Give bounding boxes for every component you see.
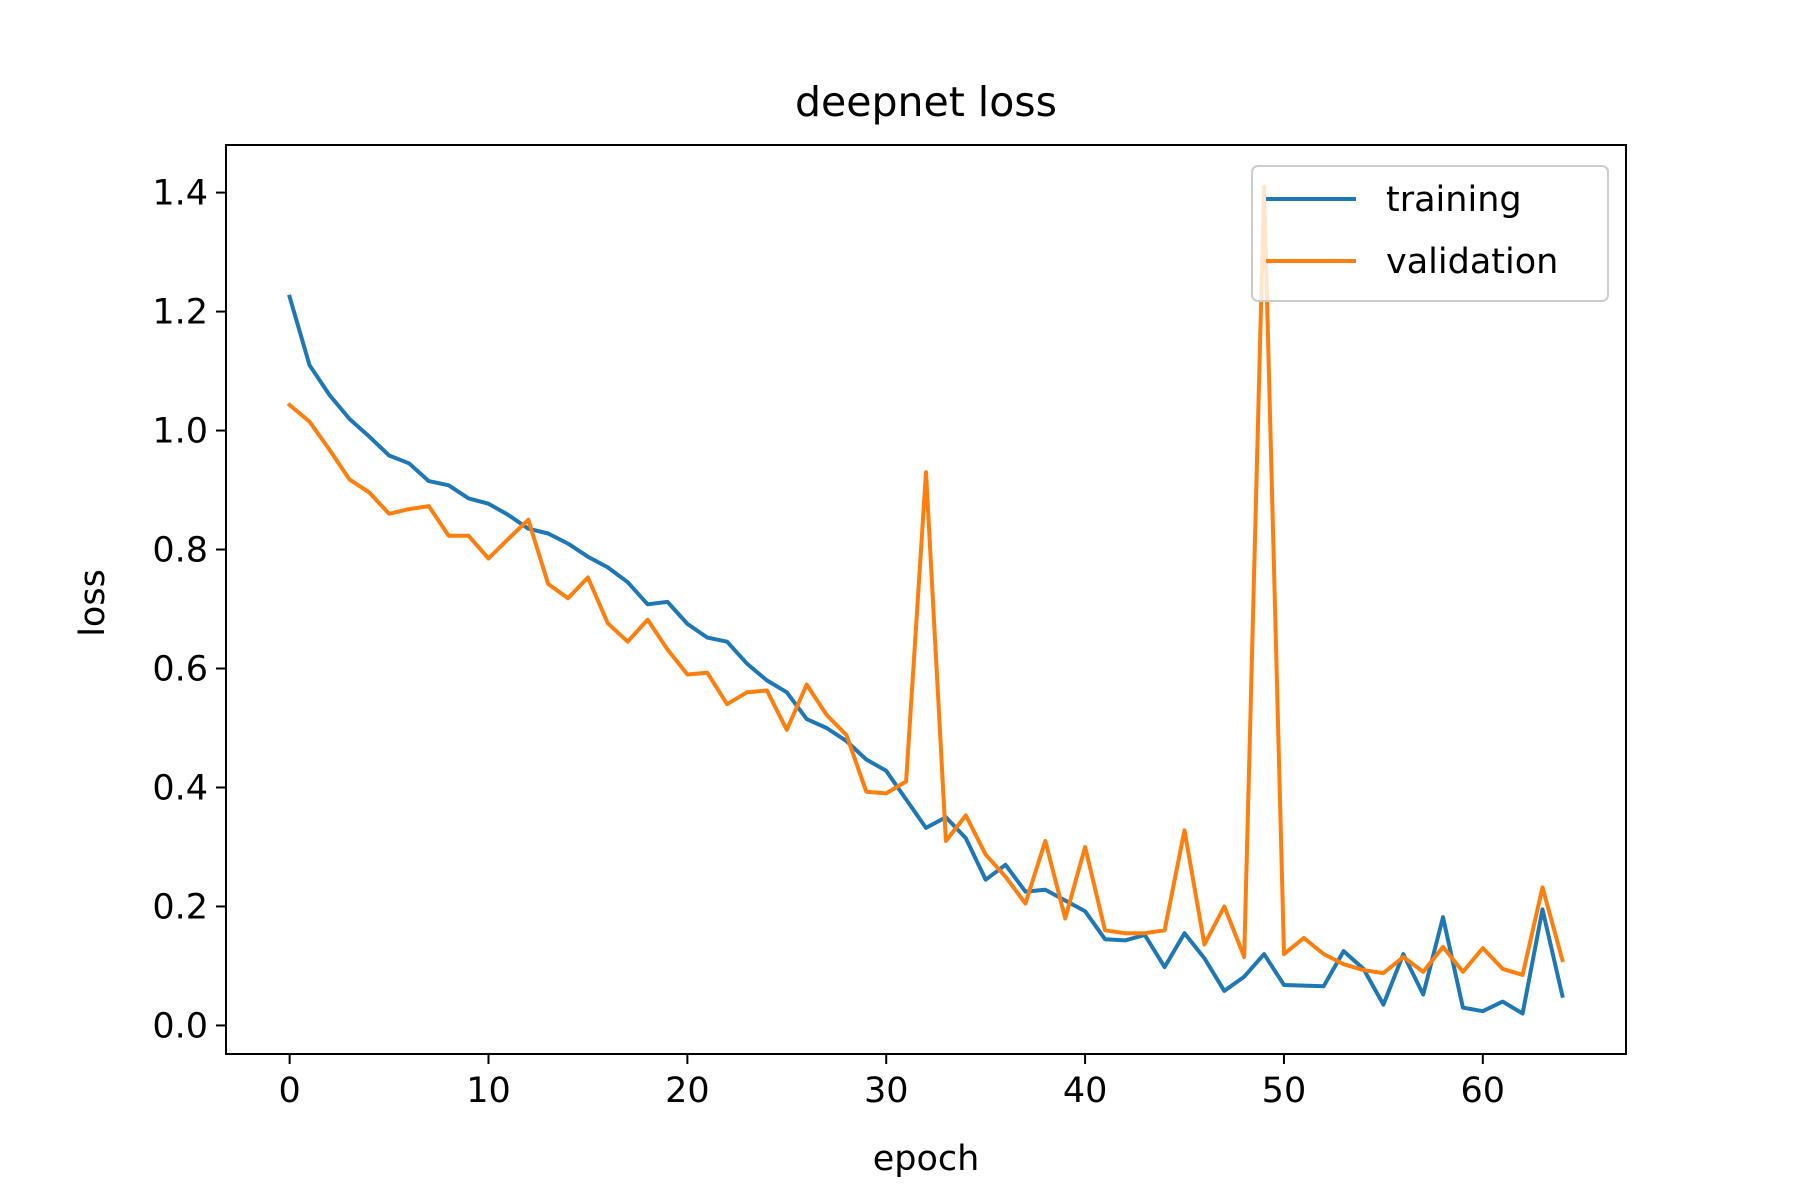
y-tick-label: 0.4	[152, 768, 208, 808]
y-tick-label: 1.4	[152, 174, 208, 214]
legend: training validation	[1251, 165, 1609, 302]
plot-area	[286, 184, 1565, 1016]
x-tick-label: 10	[466, 1071, 511, 1111]
axes-frame	[225, 144, 1627, 1055]
y-tick-label: 0.8	[152, 531, 208, 571]
y-axis-label: loss	[73, 569, 113, 637]
x-tick-label: 30	[864, 1071, 909, 1111]
x-tick-label: 20	[665, 1071, 710, 1111]
axes: 0 10 20 30 40 50 60 0.0 0.2 0.4 0.6 0.8 1.0 1.2 1.4	[152, 144, 1627, 1111]
series-lines	[286, 184, 1565, 1016]
x-tick-label: 40	[1063, 1071, 1108, 1111]
x-tick-label: 50	[1262, 1071, 1307, 1111]
x-axis-label: epoch	[873, 1139, 980, 1179]
series-line-validation	[286, 184, 1565, 977]
legend-label-validation: validation	[1386, 242, 1558, 282]
y-tick-label: 1.0	[152, 412, 208, 452]
y-tick-label: 0.2	[152, 887, 208, 927]
chart-title: deepnet loss	[795, 78, 1057, 126]
y-tick-label: 0.0	[152, 1006, 208, 1046]
legend-label-training: training	[1386, 180, 1522, 220]
x-tick-label: 0	[278, 1071, 300, 1111]
x-tick-label: 60	[1461, 1071, 1506, 1111]
y-tick-label: 1.2	[152, 293, 208, 333]
series-line-training	[287, 294, 1565, 1016]
y-tick-label: 0.6	[152, 650, 208, 690]
